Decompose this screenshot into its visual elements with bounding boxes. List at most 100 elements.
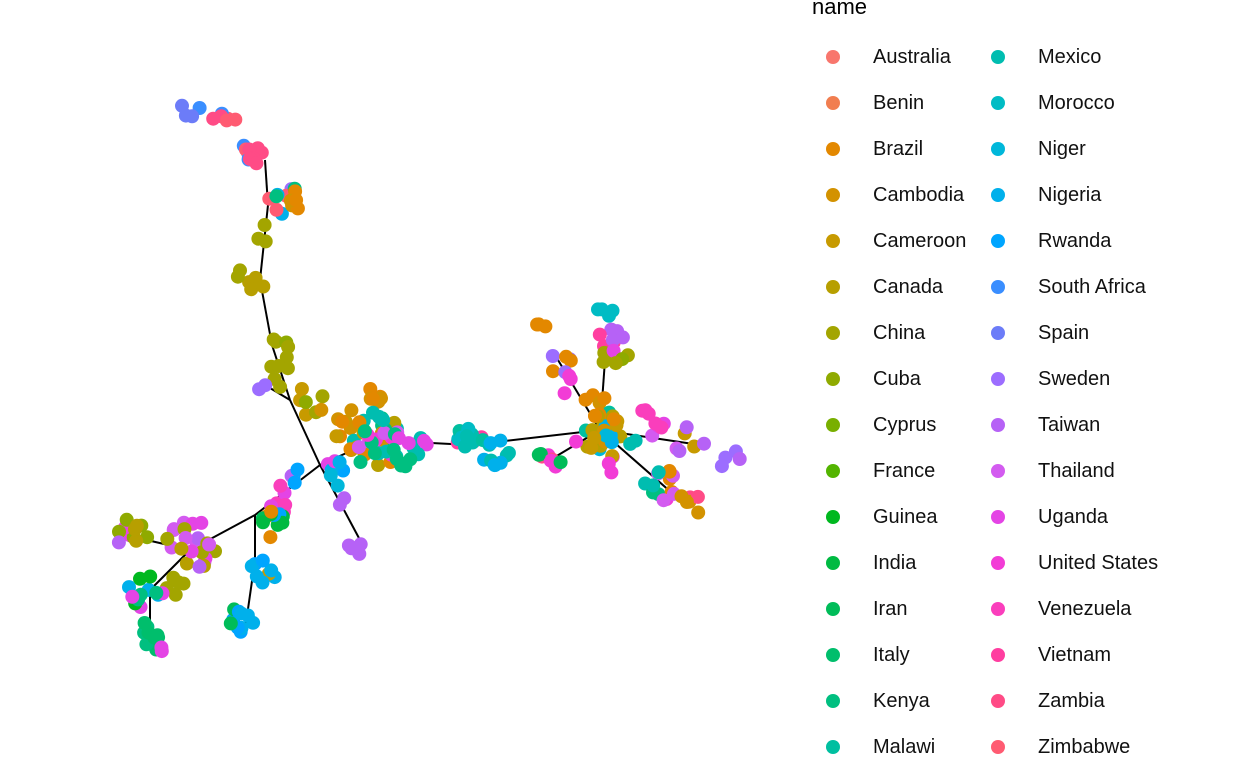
legend-marker	[991, 326, 1005, 340]
legend-marker	[826, 96, 840, 110]
network-node	[531, 447, 546, 462]
network-node	[249, 156, 264, 171]
network-edge	[149, 549, 191, 591]
network-node	[588, 408, 602, 423]
legend-item: Malawi	[826, 724, 935, 770]
network-node	[281, 340, 296, 354]
network-node	[601, 456, 616, 471]
legend-item: France	[826, 448, 935, 494]
legend-item: Venezuela	[991, 586, 1131, 632]
network-node	[594, 302, 609, 317]
legend-label: France	[873, 459, 936, 482]
network-node	[256, 279, 271, 294]
network-node	[174, 541, 189, 556]
network-node	[315, 389, 330, 404]
legend-item: South Africa	[991, 264, 1146, 310]
legend-item: India	[826, 540, 916, 586]
network-node	[263, 530, 278, 545]
network-node	[597, 391, 612, 406]
network-node	[353, 537, 368, 552]
legend-item: Cambodia	[826, 172, 964, 218]
legend-item: Zimbabwe	[991, 724, 1130, 770]
legend-label: Mexico	[1038, 45, 1102, 68]
legend-item: Australia	[826, 34, 951, 80]
legend-label: Zambia	[1038, 689, 1105, 712]
legend-label: Vietnam	[1038, 643, 1112, 666]
network-node	[351, 440, 366, 455]
legend-marker	[826, 50, 840, 64]
network-node	[160, 531, 175, 546]
legend-label: United States	[1038, 551, 1159, 574]
legend-marker	[991, 372, 1005, 386]
legend-marker	[991, 648, 1005, 662]
legend-label: Taiwan	[1038, 413, 1101, 436]
network-node	[179, 556, 194, 571]
legend-marker	[991, 602, 1005, 616]
legend-label: Iran	[873, 597, 908, 620]
network-node	[314, 402, 329, 417]
legend-item: China	[826, 310, 925, 356]
legend-item: Brazil	[826, 126, 923, 172]
legend-item: Sweden	[991, 356, 1110, 402]
legend-label: Kenya	[873, 689, 930, 712]
legend-marker	[991, 510, 1005, 524]
legend-marker	[991, 50, 1005, 64]
legend-marker	[826, 372, 840, 386]
network-node	[335, 414, 350, 429]
legend-label: Nigeria	[1038, 183, 1102, 206]
legend-item: Vietnam	[991, 632, 1111, 678]
network-node	[592, 327, 607, 342]
legend-item: Morocco	[991, 80, 1115, 126]
legend-item: Nigeria	[991, 172, 1101, 218]
network-nodes	[111, 98, 747, 659]
legend-marker	[991, 464, 1005, 478]
legend-title: name	[812, 0, 868, 19]
legend-label: Canada	[873, 275, 944, 298]
legend-marker	[991, 694, 1005, 708]
network-node	[149, 585, 164, 600]
network-node	[679, 420, 694, 435]
legend-item: Kenya	[826, 678, 930, 724]
legend-label: Australia	[873, 45, 951, 68]
network-plot	[111, 98, 747, 659]
legend-marker	[826, 188, 840, 202]
network-node	[279, 350, 294, 365]
legend-item: Thailand	[991, 448, 1115, 494]
network-node	[419, 437, 434, 452]
legend-label: Benin	[873, 91, 925, 114]
legend-item: Iran	[826, 586, 907, 632]
network-node	[129, 533, 144, 548]
legend-marker	[826, 280, 840, 294]
network-node	[372, 409, 386, 424]
legend-item: Taiwan	[991, 402, 1100, 448]
network-node	[192, 559, 207, 574]
network-node	[353, 455, 368, 469]
network-node	[691, 505, 706, 520]
legend-marker	[991, 188, 1005, 202]
legend-item: Niger	[991, 126, 1086, 172]
network-node	[487, 458, 502, 473]
network-edges	[124, 159, 701, 645]
network-node	[365, 391, 380, 406]
network-node	[606, 412, 621, 427]
network-node	[269, 189, 284, 204]
network-node	[608, 356, 623, 371]
legend-marker	[826, 418, 840, 432]
network-node	[257, 218, 272, 232]
network-node	[111, 535, 126, 550]
legend-item: Mexico	[991, 34, 1101, 80]
legend-marker	[826, 602, 840, 616]
network-node	[287, 475, 302, 490]
legend-label: Cambodia	[873, 183, 965, 206]
network-node	[357, 424, 372, 439]
network-node	[367, 446, 382, 461]
legend-label: Rwanda	[1038, 229, 1112, 252]
network-node	[458, 439, 472, 454]
legend-label: Sweden	[1038, 367, 1111, 390]
network-node	[679, 495, 694, 509]
network-edge	[289, 399, 321, 466]
network-node	[641, 406, 656, 421]
legend-marker	[826, 142, 840, 156]
legend-item: Italy	[826, 632, 910, 678]
network-node	[394, 458, 409, 473]
